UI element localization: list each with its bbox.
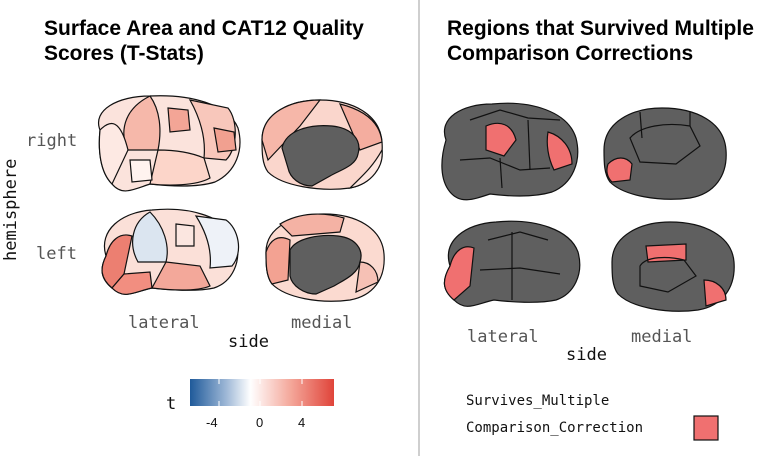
right-title-line1: Regions that Survived Multiple xyxy=(447,17,754,40)
colorbar xyxy=(190,379,334,406)
brain-right-medial-tstat xyxy=(261,99,383,190)
panel-divider xyxy=(418,0,420,456)
right-col-label-lateral: lateral xyxy=(467,327,539,347)
survival-legend-title-line2: Comparison_Correction xyxy=(466,420,644,436)
colorbar-tick-4: 4 xyxy=(298,415,306,430)
row-label-right: right xyxy=(26,131,78,151)
right-panel-title: Regions that Survived Multiple Compariso… xyxy=(447,16,754,66)
colorbar-tick-0: 0 xyxy=(256,415,264,430)
right-x-title: side xyxy=(566,345,607,365)
colorbar-title: t xyxy=(166,394,177,414)
left-panel-title: Surface Area and CAT12 Quality Scores (T… xyxy=(44,16,364,66)
brain-left-medial-tstat xyxy=(265,213,385,302)
left-title-line2: Scores (T-Stats) xyxy=(44,42,204,65)
right-col-label-medial: medial xyxy=(631,327,693,347)
left-title-line1: Surface Area and CAT12 Quality xyxy=(44,17,364,40)
brain-right-medial-survival xyxy=(603,107,727,200)
left-col-label-medial: medial xyxy=(291,313,353,333)
left-x-title: side xyxy=(228,332,269,352)
brain-left-medial-survival xyxy=(611,221,735,312)
row-label-left: left xyxy=(36,244,77,264)
brain-right-lateral-tstat xyxy=(97,95,241,192)
right-title-line2: Comparison Corrections xyxy=(447,42,694,65)
brain-right-lateral-survival xyxy=(441,102,579,201)
brain-left-lateral-tstat xyxy=(101,208,240,295)
colorbar-tick-neg4: -4 xyxy=(206,415,218,430)
survival-legend-title-line1: Survives_Multiple xyxy=(466,393,610,409)
brain-left-lateral-survival xyxy=(443,220,581,307)
left-col-label-lateral: lateral xyxy=(128,313,200,333)
survival-swatch xyxy=(693,415,719,441)
